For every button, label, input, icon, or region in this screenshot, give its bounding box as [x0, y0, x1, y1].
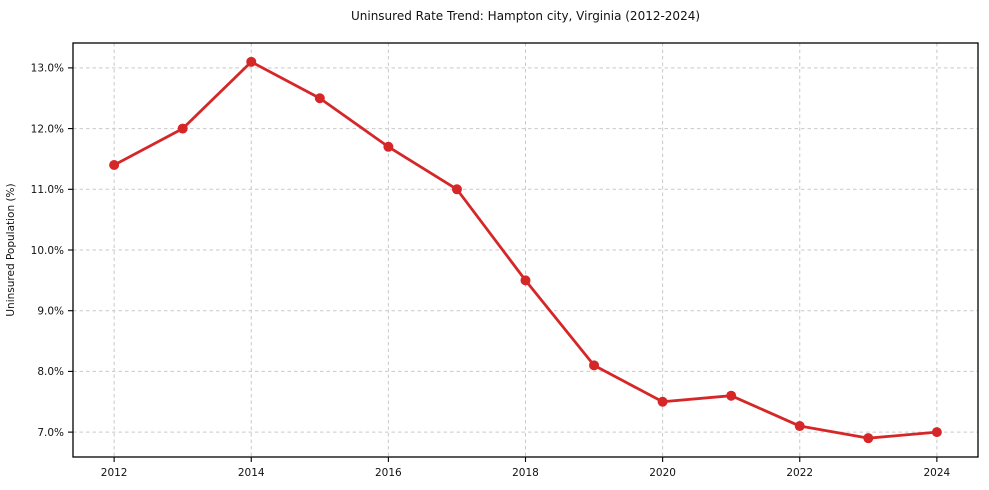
- y-tick-label: 7.0%: [37, 427, 64, 439]
- data-point-2023: [863, 433, 874, 444]
- x-tick-label: 2020: [649, 467, 676, 479]
- data-point-2014: [246, 56, 257, 67]
- y-tick-label: 8.0%: [37, 366, 64, 378]
- x-tick-label: 2024: [923, 467, 950, 479]
- y-tick-label: 12.0%: [31, 123, 64, 135]
- x-tick-label: 2022: [786, 467, 813, 479]
- x-tick-label: 2016: [375, 467, 402, 479]
- chart-title: Uninsured Rate Trend: Hampton city, Virg…: [350, 9, 701, 23]
- y-tick-label: 11.0%: [31, 184, 64, 196]
- data-point-2024: [931, 427, 942, 438]
- data-point-2020: [657, 396, 668, 407]
- data-point-2019: [589, 360, 600, 371]
- x-tick-label: 2014: [238, 467, 265, 479]
- y-tick-label: 9.0%: [37, 306, 64, 318]
- y-tick-label: 13.0%: [31, 63, 64, 75]
- data-point-2017: [451, 184, 462, 195]
- series-layer: [109, 56, 942, 444]
- x-tick-label: 2012: [101, 467, 128, 479]
- data-point-2022: [794, 421, 805, 432]
- data-point-2018: [520, 275, 531, 286]
- data-point-2016: [383, 141, 394, 152]
- y-tick-label: 10.0%: [31, 245, 64, 257]
- x-tick-label: 2018: [512, 467, 539, 479]
- axis-layer: 2012 2014 2016 2018 2020 2022 2024 7.0% 8.0% 9.0%…: [31, 42, 979, 479]
- y-axis-title: Uninsured Population (%): [5, 183, 17, 316]
- data-point-2013: [177, 123, 188, 134]
- data-point-2015: [314, 93, 325, 104]
- data-point-2012: [109, 160, 120, 171]
- data-point-2021: [726, 390, 737, 401]
